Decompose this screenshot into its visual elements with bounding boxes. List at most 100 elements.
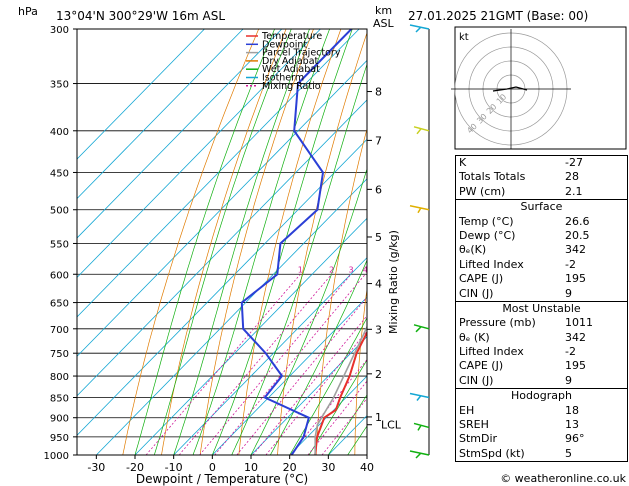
- wet-adiabat--20: [134, 29, 275, 455]
- index-label: StmDir: [459, 432, 498, 446]
- isotherm--50: [77, 99, 367, 397]
- y-tick-label: 600: [50, 270, 69, 281]
- index-value: 342: [565, 243, 586, 257]
- km-tick-label: LCL: [381, 419, 402, 432]
- y-tick-label: 750: [50, 349, 69, 360]
- wind-barb-1000: [409, 450, 430, 459]
- dry-adiabat-300: [315, 127, 367, 455]
- indices-top: K -27 Totals Totals 28 PW (cm) 2.1: [456, 156, 627, 199]
- mixing-ratio-label: 4: [363, 265, 368, 274]
- y-tick-label: 450: [50, 168, 69, 179]
- skewt-grid: 1 2 3 4 6 8 10 15 20 25: [77, 29, 450, 455]
- index-row: CAPE (J) 195: [456, 272, 627, 286]
- index-row: Dewp (°C) 20.5: [456, 229, 627, 243]
- index-row: Lifted Index -2: [456, 345, 627, 359]
- index-row: Temp (°C) 26.6: [456, 215, 627, 229]
- isotherm-0: [212, 296, 367, 455]
- wet-adiabat-25: [308, 359, 367, 455]
- index-label: θₑ(K): [459, 243, 487, 257]
- unstable-title: Most Unstable: [456, 300, 627, 316]
- y-tick-label: 550: [50, 239, 69, 250]
- index-row: CIN (J) 9: [456, 374, 627, 388]
- dry-adiabat-320: [393, 29, 450, 455]
- mixing-ratio-label: 3: [348, 265, 353, 274]
- index-value: 28: [565, 170, 579, 184]
- index-row: θₑ (K) 342: [456, 331, 627, 345]
- temperature-line: [314, 330, 367, 455]
- index-label: EH: [459, 403, 475, 417]
- x-tick-label: 40: [360, 461, 374, 474]
- hodograph-frame: [454, 26, 627, 150]
- legend-label: Mixing Ratio: [262, 81, 321, 92]
- wet-adiabat-30: [328, 394, 367, 455]
- dry-adiabat-260: [161, 29, 287, 455]
- index-value: 13: [565, 418, 579, 432]
- wind-barb-400: [413, 126, 430, 135]
- wet-adiabat--10: [173, 29, 310, 455]
- mixing-ratio-line-15: [289, 359, 367, 455]
- index-value: 1011: [565, 316, 593, 330]
- mixing-ratio-line-1: [145, 274, 301, 455]
- index-row: Lifted Index -2: [456, 258, 627, 272]
- index-value: -27: [565, 156, 583, 169]
- index-value: 9: [565, 373, 572, 387]
- hodograph-trace: [492, 86, 528, 92]
- mixing-ratio-line-6: [236, 296, 367, 455]
- km-tick-label: 1: [375, 411, 382, 424]
- x-tick-label: 20: [283, 461, 297, 474]
- index-value: -2: [565, 345, 576, 359]
- dry-adiabat-280: [238, 29, 342, 455]
- index-label: CIN (J): [459, 286, 494, 300]
- isotherm--100: [77, 29, 244, 200]
- mixing-ratio-label: 2: [329, 265, 334, 274]
- wind-barb-300: [409, 24, 430, 33]
- index-value: 5: [565, 446, 572, 460]
- wet-adiabat--15: [153, 29, 292, 455]
- x-axis-title: Dewpoint / Temperature (°C): [136, 472, 308, 486]
- y-tick-label: 900: [50, 414, 69, 425]
- index-label: CIN (J): [459, 373, 494, 387]
- km-tick-label: 5: [375, 231, 382, 244]
- index-value: 9: [565, 286, 572, 300]
- km-tick-label: 7: [375, 134, 382, 147]
- index-label: Dewp (°C): [459, 228, 516, 242]
- isotherm-20: [289, 375, 367, 455]
- isotherm--40: [77, 138, 367, 436]
- asl-unit: ASL: [373, 17, 395, 30]
- dry-adiabat-310: [354, 286, 367, 455]
- isotherm--80: [77, 29, 321, 279]
- index-row: θₑ(K) 342: [456, 243, 627, 257]
- index-row: Pressure (mb) 1011: [456, 316, 627, 330]
- index-label: Pressure (mb): [459, 316, 536, 330]
- x-tick-label: -20: [126, 461, 144, 474]
- index-value: -2: [565, 257, 576, 271]
- y-tick-label: 350: [50, 80, 69, 91]
- mixing-ratio-line-4: [214, 274, 366, 455]
- index-label: CAPE (J): [459, 359, 504, 373]
- hodograph-title: Hodograph: [456, 388, 627, 403]
- isotherm-10: [250, 336, 367, 455]
- index-label: CAPE (J): [459, 272, 504, 286]
- index-row: K -27: [456, 156, 627, 170]
- copyright: © weatheronline.co.uk: [500, 472, 626, 485]
- y-tick-label: 950: [50, 433, 69, 444]
- x-tick-label: -30: [87, 461, 105, 474]
- datetime-label: 27.01.2025 21GMT (Base: 00): [408, 9, 588, 23]
- index-row: CIN (J) 9: [456, 287, 627, 301]
- mixing-ratio-line-10: [265, 330, 367, 455]
- index-value: 342: [565, 330, 586, 344]
- index-label: SREH: [459, 418, 489, 432]
- y-axis-unit: hPa: [18, 5, 38, 18]
- index-row: PW (cm) 2.1: [456, 185, 627, 199]
- isotherm--70: [77, 29, 360, 318]
- km-tick-label: 2: [375, 368, 382, 381]
- index-row: Totals Totals 28: [456, 170, 627, 184]
- km-tick-label: 8: [375, 86, 382, 99]
- km-unit: km: [375, 4, 392, 17]
- mixing-ratio-label: 15: [431, 265, 441, 274]
- index-label: Totals Totals: [459, 170, 526, 184]
- mixing-ratio-label: 1: [298, 265, 303, 274]
- y-tick-label: 500: [50, 206, 69, 217]
